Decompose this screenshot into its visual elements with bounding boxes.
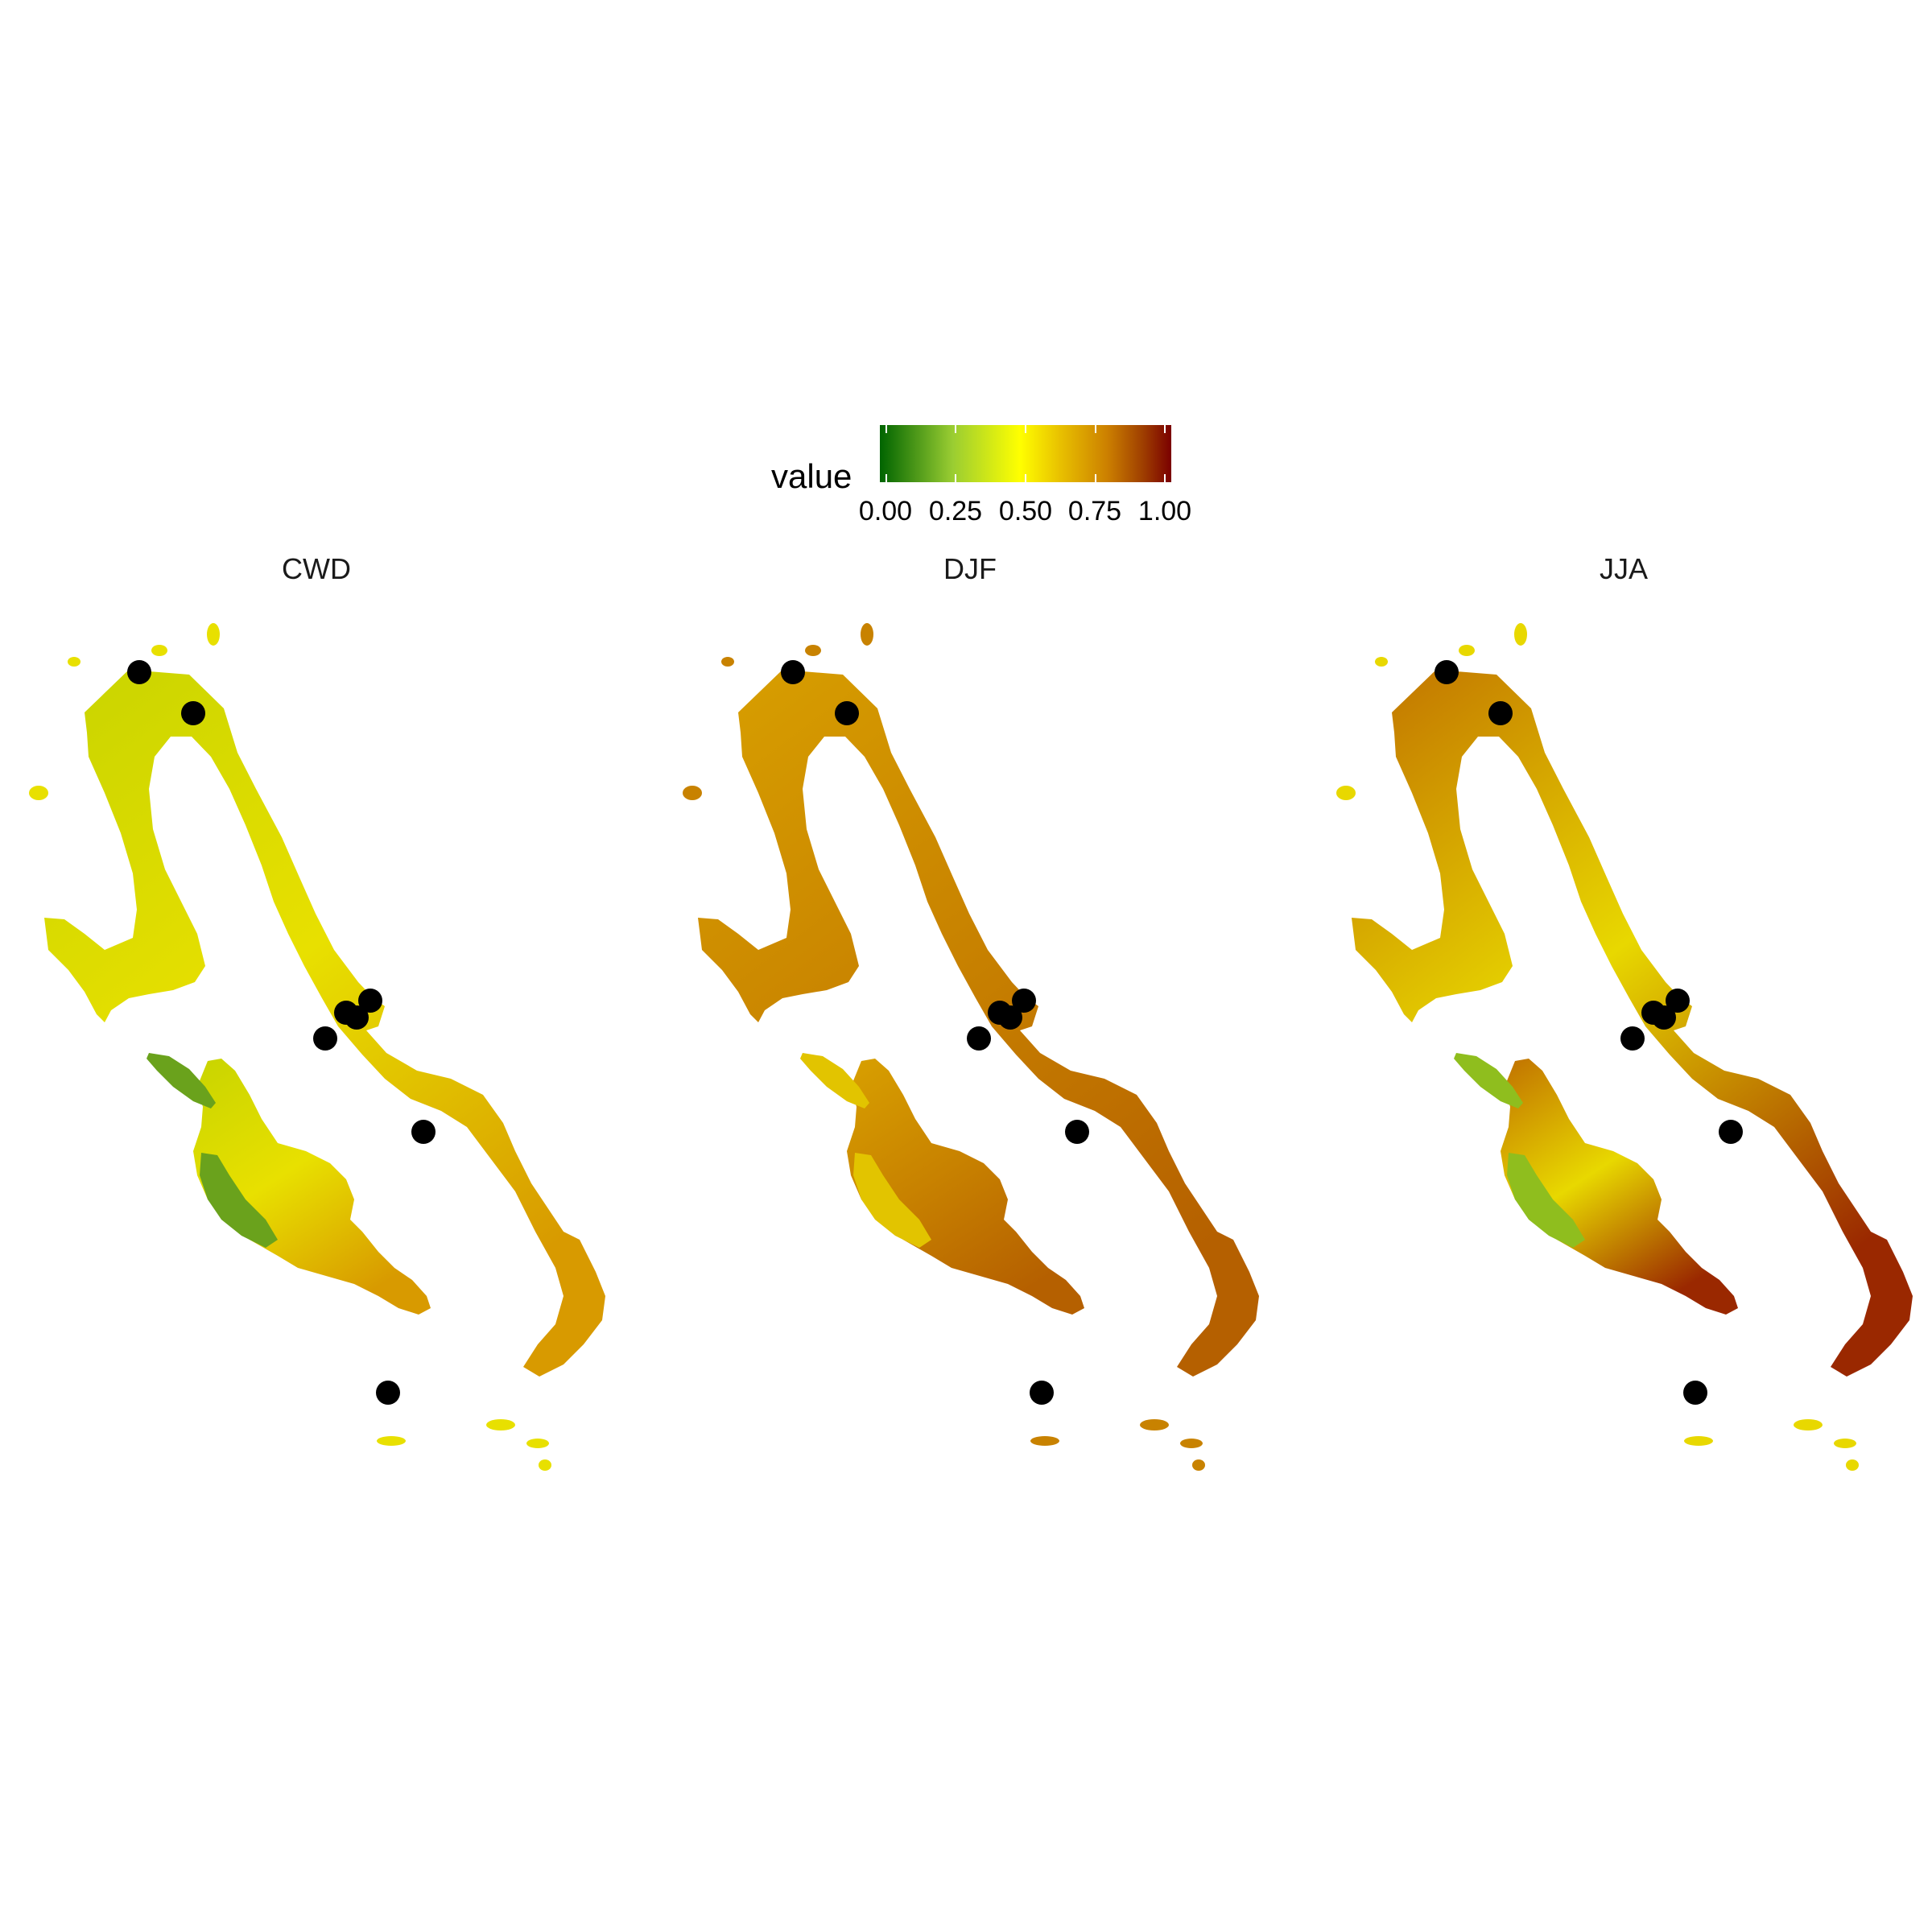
site-point (967, 1026, 991, 1051)
islet (1180, 1439, 1203, 1448)
legend-label: 0.50 (998, 496, 1053, 526)
islet (1030, 1436, 1059, 1446)
site-point (1641, 1001, 1666, 1025)
map-panel-cwd (29, 623, 605, 1471)
legend-label: 1.00 (1137, 496, 1192, 526)
site-point (781, 660, 805, 684)
site-point (181, 701, 205, 725)
site-point (1435, 660, 1459, 684)
site-point (358, 989, 382, 1013)
legend-tick-mark (1164, 474, 1166, 482)
legend-tick-mark (1095, 474, 1096, 482)
site-point (1012, 989, 1036, 1013)
islet (151, 645, 167, 656)
site-point (835, 701, 859, 725)
islet (68, 657, 80, 667)
islet (861, 623, 873, 646)
site-point (411, 1120, 436, 1144)
facet-title-djf: DJF (943, 552, 997, 585)
landmass-north (698, 670, 1259, 1377)
landmass-south (1501, 1059, 1738, 1315)
islet (1140, 1419, 1169, 1430)
site-point (1030, 1381, 1054, 1405)
legend-tick-mark (1164, 425, 1166, 433)
islet (721, 657, 734, 667)
landmass-west-strip (1507, 1153, 1585, 1248)
site-point (127, 660, 151, 684)
facet-title-jja: JJA (1599, 552, 1649, 585)
islet (683, 786, 702, 800)
site-point (1620, 1026, 1645, 1051)
islet (1375, 657, 1388, 667)
islet (539, 1459, 551, 1471)
islet (29, 786, 48, 800)
legend-colorbar (880, 425, 1171, 482)
landmass-west-strip (200, 1153, 278, 1248)
islet (1684, 1436, 1713, 1446)
landmass-north (1352, 670, 1913, 1377)
legend-label: 0.00 (858, 496, 913, 526)
map-panel-djf (683, 623, 1259, 1471)
site-point (1683, 1381, 1707, 1405)
islet (526, 1439, 549, 1448)
site-point (376, 1381, 400, 1405)
legend-tick-mark (886, 474, 887, 482)
site-point (334, 1001, 358, 1025)
facet-title-cwd: CWD (282, 552, 351, 585)
site-point (1488, 701, 1513, 725)
legend-tick-mark (1025, 425, 1026, 433)
islet (1336, 786, 1356, 800)
legend-tick-mark (886, 425, 887, 433)
landmass-south (193, 1059, 431, 1315)
site-point (1065, 1120, 1089, 1144)
islet (377, 1436, 406, 1446)
site-point (1666, 989, 1690, 1013)
landmass-sliver (147, 1053, 216, 1108)
legend-label: 0.25 (928, 496, 983, 526)
islet (1846, 1459, 1859, 1471)
legend-tick-mark (955, 474, 956, 482)
landmass-sliver (800, 1053, 869, 1108)
map-panel-jja (1336, 623, 1913, 1471)
islet (207, 623, 220, 646)
legend-title: value (771, 457, 852, 495)
landmass-south (847, 1059, 1084, 1315)
site-point (988, 1001, 1012, 1025)
islet (486, 1419, 515, 1430)
legend-tick-mark (1095, 425, 1096, 433)
legend-label: 0.75 (1067, 496, 1122, 526)
islet (1459, 645, 1475, 656)
islet (1834, 1439, 1856, 1448)
islet (1192, 1459, 1205, 1471)
landmass-sliver (1454, 1053, 1523, 1108)
site-point (313, 1026, 337, 1051)
islet (1514, 623, 1527, 646)
landmass-west-strip (853, 1153, 931, 1248)
legend-tick-mark (1025, 474, 1026, 482)
landmass-north (44, 670, 605, 1377)
islet (805, 645, 821, 656)
islet (1794, 1419, 1823, 1430)
site-point (1719, 1120, 1743, 1144)
legend-tick-mark (955, 425, 956, 433)
